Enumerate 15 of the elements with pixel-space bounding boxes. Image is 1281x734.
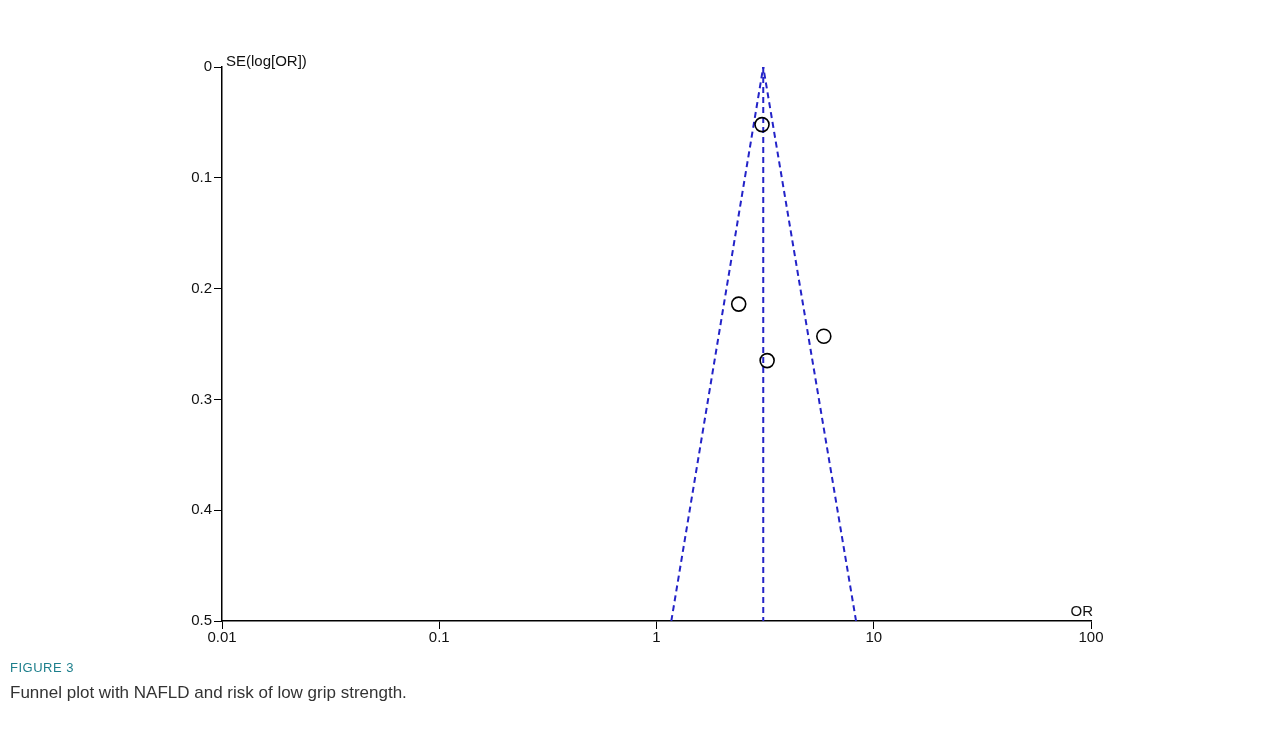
y-tick-label: 0.4 [191, 500, 212, 518]
x-tick-label: 0.01 [207, 628, 237, 646]
caption: FIGURE 3 [10, 660, 75, 675]
y-tick-label: 0.1 [191, 167, 212, 185]
y-tick-label: 0.2 [191, 278, 212, 296]
x-tick-label: 100 [1078, 628, 1104, 646]
y-tick-label: 0 [203, 57, 212, 75]
text: Funnel plot with NAFLD and risk of low grip strength. [10, 683, 408, 703]
x-tick-label: 1 [652, 628, 661, 646]
y-tick-label: 0.5 [191, 611, 212, 629]
x-tick-label: 0.1 [428, 628, 450, 646]
x-axis-title: OR [1070, 601, 1094, 619]
y-tick-label: 0.3 [191, 389, 212, 407]
x-tick-label: 10 [865, 628, 883, 646]
y-axis-title: SE(log[OR]) [226, 51, 307, 69]
